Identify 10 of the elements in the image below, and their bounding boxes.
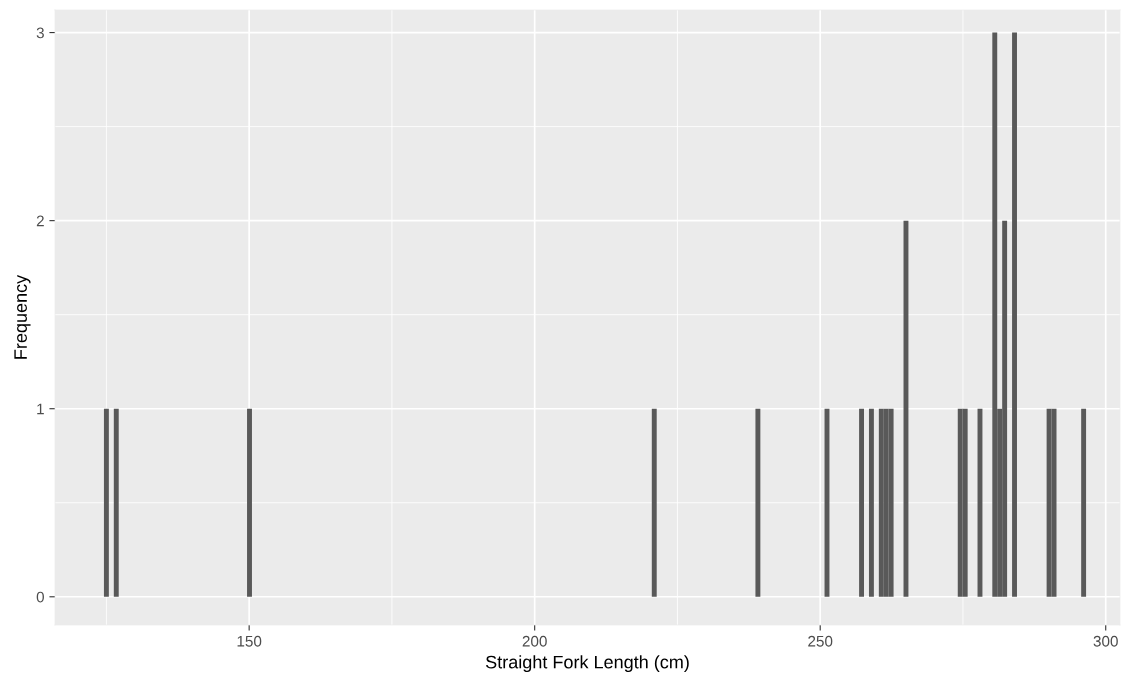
y-tick-label: 1 <box>37 403 44 415</box>
y-axis-title: Frequency <box>14 274 31 359</box>
x-tick-label: 150 <box>237 635 262 647</box>
x-tick-label: 200 <box>522 635 547 647</box>
x-tick-label: 300 <box>1093 635 1118 647</box>
y-tick-label: 2 <box>36 215 44 227</box>
x-axis-title: Straight Fork Length (cm) <box>485 655 689 673</box>
x-tick-label: 250 <box>808 635 833 647</box>
y-tick-label: 0 <box>36 591 44 603</box>
y-tick-label: 3 <box>36 27 44 39</box>
